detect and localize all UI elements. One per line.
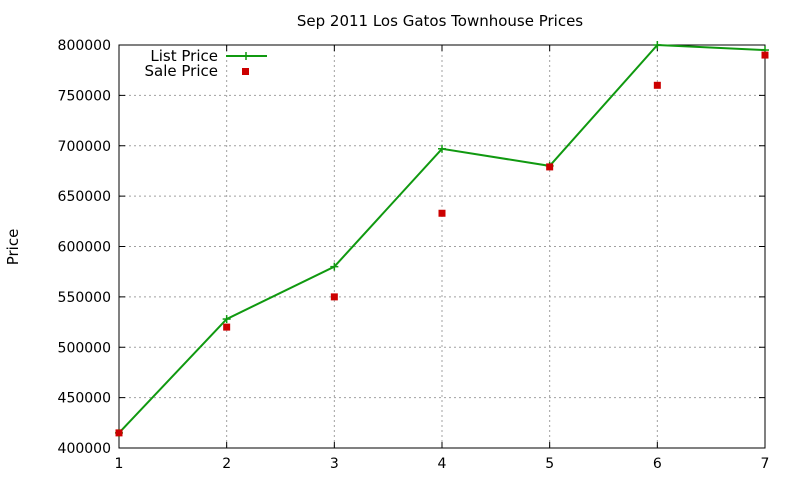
data-point-sale-price	[115, 429, 123, 437]
x-tick-label: 3	[330, 456, 339, 472]
data-point-list-price	[222, 315, 231, 324]
chart-title: Sep 2011 Los Gatos Townhouse Prices	[297, 12, 583, 30]
data-point-sale-price	[653, 81, 661, 89]
legend-label-sale-price: Sale Price	[145, 62, 218, 80]
data-point-sale-price	[330, 293, 338, 301]
y-tick-label: 500000	[58, 340, 111, 356]
series-line-list-price	[118, 43, 766, 434]
legend: List Price Sale Price	[145, 47, 267, 80]
x-tick-label: 4	[438, 456, 447, 472]
data-point-sale-price	[438, 209, 446, 217]
x-tick-label: 7	[761, 456, 770, 472]
data-point-sale-price	[546, 163, 554, 171]
x-tick-label: 2	[222, 456, 231, 472]
grid	[119, 45, 765, 448]
axis-ticks: 400000 450000 500000 550000 600000 650000 7000…	[58, 38, 770, 472]
data-point-sale-price	[223, 323, 231, 331]
data-point-list-price	[438, 144, 446, 153]
legend-label-list-price: List Price	[150, 47, 218, 65]
data-point-list-price	[653, 41, 662, 49]
y-tick-label: 600000	[58, 240, 111, 256]
data-point-sale-price	[761, 51, 769, 59]
y-tick-label: 400000	[58, 441, 111, 457]
y-tick-label: 550000	[58, 290, 111, 306]
y-tick-label: 650000	[58, 189, 111, 205]
legend-marker-list-price	[242, 52, 250, 60]
x-tick-label: 1	[115, 456, 124, 472]
series	[115, 41, 769, 437]
y-tick-label: 700000	[58, 139, 111, 155]
y-tick-label: 450000	[58, 391, 111, 407]
legend-marker-sale-price	[242, 68, 249, 75]
y-tick-label: 800000	[58, 38, 111, 54]
x-tick-label: 6	[653, 456, 662, 472]
data-point-list-price	[330, 262, 339, 271]
y-axis-label: Price	[4, 229, 22, 266]
x-tick-label: 5	[545, 456, 554, 472]
y-tick-label: 750000	[58, 88, 111, 104]
